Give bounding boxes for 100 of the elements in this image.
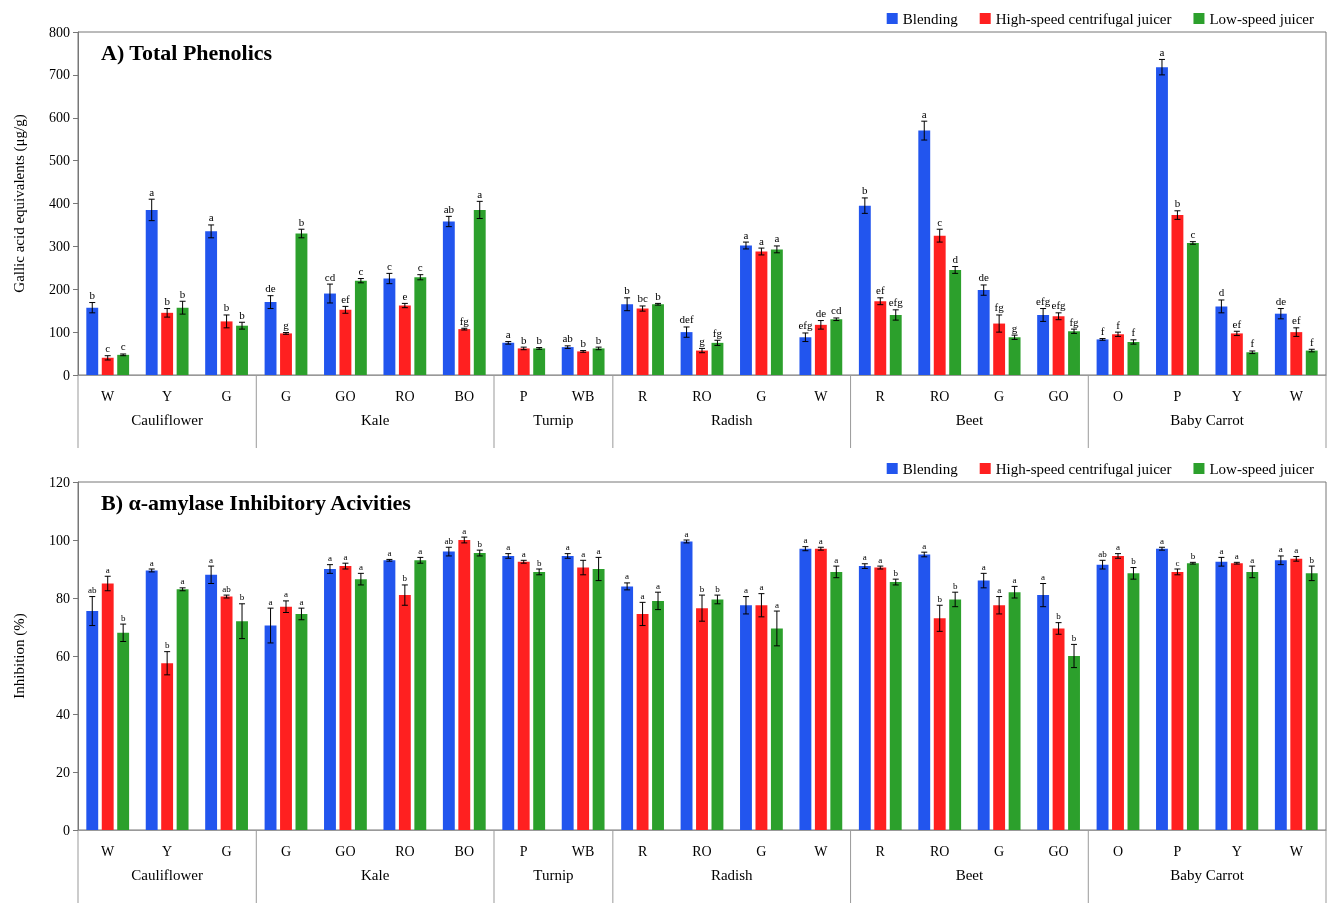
bar <box>1274 560 1287 830</box>
x-tick-label: G <box>221 388 232 404</box>
bar <box>711 599 724 830</box>
data-label: a <box>505 328 511 341</box>
x-tick-label: WB <box>571 843 595 859</box>
bar <box>592 569 605 830</box>
bar <box>1112 555 1124 830</box>
y-tick-label: 600 <box>49 110 70 126</box>
legend-label: High-speed centrifugal juicer <box>995 460 1172 477</box>
bar <box>1127 573 1140 830</box>
data-label: b <box>580 337 587 350</box>
x-tick-label: W <box>1289 388 1304 404</box>
data-label: a <box>462 525 467 536</box>
bar <box>1096 339 1109 375</box>
x-tick-label: RO <box>929 843 950 859</box>
data-label: a <box>758 234 764 247</box>
bar <box>1052 628 1065 830</box>
bar <box>1171 215 1184 375</box>
bar <box>324 569 336 830</box>
data-label: fg <box>1069 315 1080 328</box>
legend-label: Blending <box>902 10 959 27</box>
x-tick-label: P <box>1173 843 1182 859</box>
bar <box>502 342 515 375</box>
data-label: b <box>699 583 705 594</box>
data-label: a <box>208 211 214 224</box>
data-label: a <box>105 564 110 575</box>
data-label: a <box>418 545 423 556</box>
bar <box>205 231 218 375</box>
text: Beet <box>955 412 984 428</box>
data-label: a <box>774 232 780 245</box>
data-label: a <box>862 552 867 563</box>
data-label: ab <box>88 585 98 596</box>
bar <box>933 618 946 830</box>
bar <box>1246 352 1259 375</box>
bar <box>161 663 174 830</box>
bar <box>1171 571 1184 830</box>
bar <box>517 348 530 375</box>
bar <box>711 342 724 375</box>
y-tick-label: 500 <box>49 153 70 169</box>
bar <box>414 277 427 375</box>
bar <box>652 304 664 375</box>
bar <box>145 570 158 830</box>
data-label: a <box>521 548 526 559</box>
data-label: de <box>1275 295 1287 308</box>
data-label: b <box>1056 611 1062 622</box>
bar <box>398 305 411 375</box>
bar <box>1215 306 1228 375</box>
data-label: de <box>978 271 989 284</box>
bar <box>680 541 693 830</box>
x-tick-label: G <box>756 388 767 404</box>
data-label: a <box>878 554 883 565</box>
data-label: de <box>265 282 276 295</box>
data-label: ab <box>443 202 455 215</box>
data-label: b <box>952 580 958 591</box>
bar <box>280 606 292 830</box>
bar <box>799 337 812 375</box>
data-label: b <box>536 557 542 568</box>
x-tick-label: G <box>994 843 1005 859</box>
bar <box>740 245 752 375</box>
legend-label: Low-speed juicer <box>1209 10 1315 27</box>
data-label: b <box>1309 554 1315 565</box>
bar <box>696 350 708 375</box>
data-label: a <box>743 228 749 241</box>
bar <box>561 555 574 830</box>
bar <box>117 354 130 375</box>
bar <box>264 625 277 830</box>
x-tick-label: Y <box>1231 843 1242 859</box>
text: Baby Carrot <box>1170 412 1245 428</box>
y-tick-label: 80 <box>56 590 70 606</box>
data-label: ab <box>222 583 232 594</box>
data-label: c <box>105 342 111 355</box>
y-tick-label: 0 <box>63 367 70 383</box>
data-label: a <box>149 185 155 198</box>
x-tick-label: G <box>994 388 1005 404</box>
data-label: a <box>1219 545 1224 556</box>
bar <box>561 347 574 375</box>
data-label: a <box>1294 545 1299 556</box>
data-label: fg <box>712 326 723 339</box>
x-tick-label: BO <box>454 388 475 404</box>
bar <box>176 307 189 375</box>
bar <box>280 333 292 375</box>
data-label: ef <box>1232 317 1242 330</box>
data-label: g <box>283 319 290 332</box>
data-label: ef <box>341 292 351 305</box>
data-label: b <box>536 334 543 347</box>
data-label: ef <box>876 284 885 297</box>
bar <box>770 628 783 830</box>
data-label: a <box>1234 550 1239 561</box>
data-label: a <box>180 576 185 587</box>
y-tick-label: 100 <box>49 324 70 340</box>
bar <box>533 348 546 375</box>
data-label: f <box>1116 318 1121 331</box>
data-label: a <box>268 596 273 607</box>
text: Turnip <box>533 867 574 883</box>
data-label: a <box>656 580 661 591</box>
x-tick-label: G <box>756 843 767 859</box>
x-tick-label: GO <box>335 843 356 859</box>
x-tick-label: G <box>280 388 292 404</box>
bar <box>636 613 649 830</box>
bar <box>1096 564 1109 830</box>
